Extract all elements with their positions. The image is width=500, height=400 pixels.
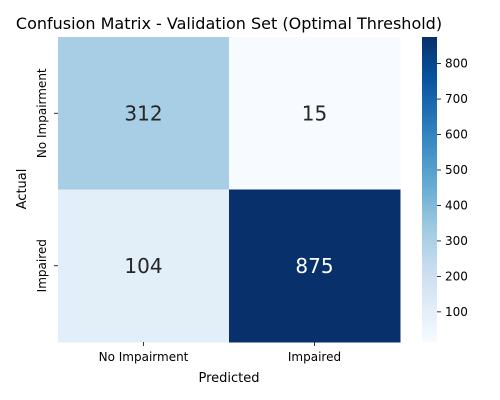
cell-value-labels: 312 15 104 875 — [124, 101, 333, 278]
x-tick-label: No Impairment — [99, 350, 189, 364]
colorbar-tick-label: 100 — [445, 305, 468, 319]
colorbar-tick-label: 700 — [445, 92, 468, 106]
cell-value-label: 104 — [124, 254, 162, 278]
colorbar-tick-label: 800 — [445, 57, 468, 71]
colorbar-ticks: 100 200 300 400 500 600 700 800 — [437, 57, 468, 319]
chart-title: Confusion Matrix - Validation Set (Optim… — [16, 14, 442, 33]
x-axis: No Impairment Impaired — [99, 342, 341, 364]
heatmap-cells — [58, 37, 401, 343]
colorbar-tick-label: 200 — [445, 269, 468, 283]
heatmap-cell — [229, 189, 401, 343]
cell-value-label: 312 — [124, 101, 162, 125]
x-axis-label: Predicted — [198, 371, 259, 386]
y-axis-label: Actual — [15, 169, 30, 210]
heatmap-cell — [58, 189, 230, 343]
heatmap-cell — [229, 37, 401, 190]
cell-value-label: 15 — [302, 101, 327, 125]
cell-value-label: 875 — [295, 254, 333, 278]
colorbar-tick-label: 500 — [445, 163, 468, 177]
colorbar-tick-label: 600 — [445, 128, 468, 142]
y-tick-label: Impaired — [35, 239, 49, 292]
y-axis: No Impairment Impaired — [35, 68, 58, 292]
colorbar-tick-label: 300 — [445, 234, 468, 248]
y-tick-label: No Impairment — [35, 68, 49, 158]
x-tick-label: Impaired — [288, 350, 341, 364]
colorbar-tick-label: 400 — [445, 198, 468, 212]
colorbar — [422, 37, 437, 342]
heatmap-cell — [58, 37, 230, 190]
